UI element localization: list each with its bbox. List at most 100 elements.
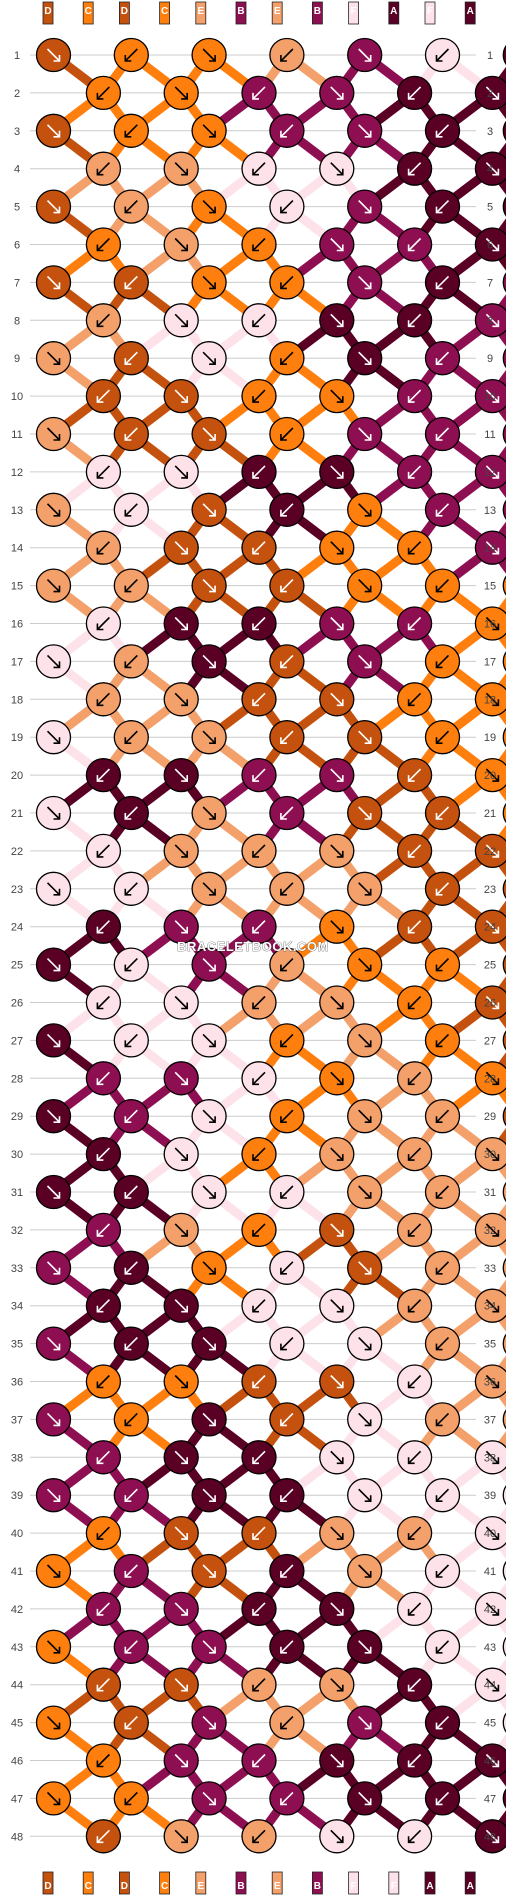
strand-end: A [464, 1871, 476, 1895]
knot-arrow-icon [485, 1147, 499, 1161]
knot-arrow-icon [46, 1109, 61, 1123]
knot-arrow-icon [408, 1450, 422, 1464]
knot [241, 378, 277, 414]
knot-arrow-icon [435, 1791, 450, 1805]
knot [347, 37, 383, 73]
row-label: 48 [484, 1831, 496, 1843]
knot-arrow-icon [358, 730, 372, 744]
knot [396, 909, 433, 944]
knot-arrow-icon [280, 1337, 294, 1351]
knot [241, 1061, 277, 1096]
knot [347, 1250, 383, 1285]
knot [319, 606, 355, 641]
knot-arrow-icon [124, 1109, 138, 1123]
knot [269, 492, 305, 527]
knot-arrow-icon [330, 389, 344, 403]
knot [319, 1288, 355, 1323]
strand-end: D [42, 1, 54, 25]
knot [191, 1023, 227, 1058]
knot [319, 378, 355, 414]
knot-arrow-icon [435, 1109, 450, 1123]
knot [113, 1781, 149, 1816]
knot-arrow-icon [280, 1716, 294, 1730]
strand-end-label: F [351, 1881, 357, 1892]
knot [396, 1743, 433, 1778]
row-label: 5 [487, 202, 493, 214]
knot [113, 1023, 149, 1058]
knot-arrow-icon [252, 1223, 266, 1237]
knot-arrow-icon [252, 1374, 266, 1389]
knot-arrow-icon [202, 427, 216, 441]
knot-arrow-icon [435, 579, 450, 593]
row-label: 45 [11, 1718, 23, 1730]
knot-arrow-icon [358, 124, 372, 138]
knot-arrow-icon [435, 1716, 450, 1730]
knot [474, 1667, 506, 1702]
knot [163, 909, 199, 944]
knot [396, 151, 433, 186]
knot-arrow-icon [46, 427, 61, 441]
knot-arrow-icon [485, 1526, 499, 1540]
row-label: 24 [484, 922, 496, 934]
knot [502, 1106, 506, 1127]
knot-arrow-icon [202, 503, 216, 517]
row-label: 4 [14, 164, 20, 176]
knot [35, 720, 72, 755]
knot [163, 378, 199, 414]
knot [347, 1174, 383, 1210]
knot-arrow-icon [46, 1488, 61, 1502]
knot-arrow-icon [358, 1716, 372, 1730]
knot-arrow-icon [485, 389, 499, 403]
knot-arrow-icon [252, 1602, 266, 1616]
knot-arrow-icon [485, 1678, 499, 1692]
knot [424, 341, 461, 376]
knot-arrow-icon [408, 86, 422, 100]
knot [191, 1174, 227, 1210]
knot [85, 1667, 122, 1702]
strand-end-label: E [274, 6, 281, 17]
knot [502, 1485, 506, 1506]
knot [424, 416, 461, 452]
knot [474, 454, 506, 490]
knot [163, 1591, 199, 1627]
knot [191, 341, 227, 376]
knot [113, 795, 149, 831]
knot [319, 303, 355, 338]
knot [347, 113, 383, 148]
knot [347, 795, 383, 831]
row-label: 40 [484, 1528, 496, 1540]
knot-arrow-icon [358, 1791, 372, 1805]
strand-end-label: F [427, 6, 433, 17]
knot-arrow-icon [202, 124, 216, 138]
knot-arrow-icon [252, 1753, 266, 1768]
row-label: 22 [11, 846, 23, 858]
knot-arrow-icon [280, 275, 294, 289]
knot-arrow-icon [330, 1753, 344, 1768]
knot [191, 1099, 227, 1134]
knot-arrow-icon [124, 1337, 138, 1351]
knot-arrow-icon [330, 1526, 344, 1540]
knot-arrow-icon [202, 1261, 216, 1275]
knot-arrow-icon [435, 503, 450, 517]
knot [191, 492, 227, 527]
knot-arrow-icon [330, 541, 344, 555]
knot [474, 1136, 506, 1172]
knot [241, 1591, 277, 1627]
row-label: 11 [484, 429, 495, 441]
strand-end: A [464, 1, 476, 25]
knot-arrow-icon [174, 86, 188, 100]
knot [502, 1712, 506, 1733]
knot [502, 196, 506, 217]
knot-arrow-icon [435, 427, 450, 441]
knot-arrow-icon [485, 162, 499, 176]
knot [474, 1364, 506, 1399]
knot-arrow-icon [252, 920, 266, 934]
knot [35, 492, 72, 527]
knot [191, 1781, 227, 1816]
knot-arrow-icon [435, 351, 450, 365]
knot-arrow-icon [408, 1753, 422, 1768]
knot-arrow-icon [202, 1640, 216, 1654]
row-label: 7 [14, 277, 20, 289]
knot [85, 378, 122, 414]
